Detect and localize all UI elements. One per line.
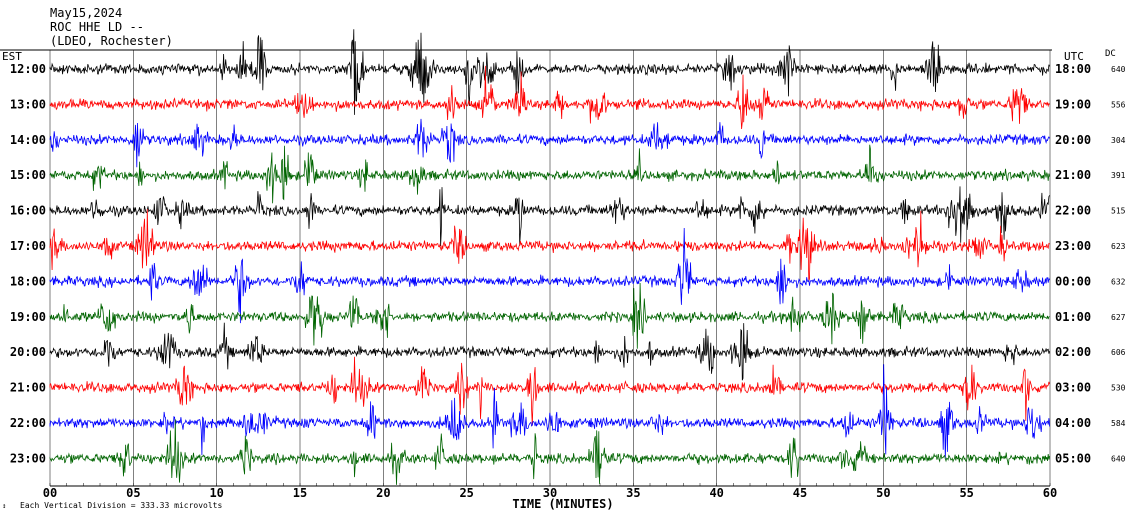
est-hour-label: 19:00 [10,310,46,324]
x-tick-label: 20 [376,486,390,500]
utc-hour-label: 00:00 [1055,274,1091,288]
dc-value-label: 304 [1111,136,1126,145]
utc-hour-label: 22:00 [1055,204,1091,218]
trace-1500 [49,144,1050,204]
est-hour-label: 23:00 [10,451,46,465]
utc-hour-label: 18:00 [1055,62,1091,76]
dc-corner-label: DC [1105,49,1116,59]
trace-1400 [49,118,1050,168]
trace-1700 [49,208,1050,282]
trace-1800 [49,227,1050,324]
x-tick-label: 45 [793,486,807,500]
est-hour-label: 13:00 [10,97,46,111]
trace-2300 [49,419,1050,485]
trace-1600 [49,186,1050,247]
utc-hour-label: 01:00 [1055,310,1091,324]
scale-note: Each Vertical Division = 333.33 microvol… [20,501,222,510]
trace-2200 [49,364,1050,459]
utc-hour-label: 19:00 [1055,97,1091,111]
utc-hour-label: 23:00 [1055,239,1091,253]
est-corner-label: EST [2,50,22,63]
x-tick-label: 10 [209,486,223,500]
dc-value-label: 640 [1111,454,1126,463]
dc-value-label: 623 [1111,242,1126,251]
x-tick-label: 00 [43,486,57,500]
est-hour-label: 20:00 [10,345,46,359]
dc-value-label: 640 [1111,65,1126,74]
est-hour-label: 22:00 [10,416,46,430]
dc-value-label: 606 [1111,348,1126,357]
est-hour-label: 12:00 [10,62,46,76]
utc-hour-label: 20:00 [1055,133,1091,147]
dc-value-label: 556 [1111,100,1126,109]
trace-2100 [49,356,1050,426]
x-tick-label: 25 [459,486,473,500]
x-tick-label: 05 [126,486,140,500]
dc-value-label: 584 [1111,419,1126,428]
trace-1200 [49,29,1050,115]
trace-group [49,29,1050,485]
date-label: May15,2024 [50,6,123,20]
est-hour-label: 17:00 [10,239,46,253]
utc-hour-label: 04:00 [1055,416,1091,430]
utc-hour-label: 02:00 [1055,345,1091,359]
est-hour-label: 14:00 [10,133,46,147]
station-label: ROC HHE LD -- [50,20,144,34]
x-tick-label: 50 [876,486,890,500]
est-hour-label: 15:00 [10,168,46,182]
dc-value-label: 530 [1111,384,1126,393]
trace-1900 [49,282,1050,349]
axis-labels: 00 05 10 15 20 25 30 35 40 45 50 55 60 12:00 18:00 640 1… [10,62,1126,500]
est-hour-label: 21:00 [10,381,46,395]
x-tick-label: 55 [959,486,973,500]
utc-hour-label: 03:00 [1055,381,1091,395]
x-tick-label: 35 [626,486,640,500]
utc-corner-label: UTC [1064,50,1084,63]
x-axis-title: TIME (MINUTES) [512,497,613,511]
scale-icon: ↕ [2,502,6,510]
x-tick-label: 60 [1043,486,1057,500]
dc-value-label: 632 [1111,277,1126,286]
dc-value-label: 391 [1111,171,1126,180]
utc-hour-label: 21:00 [1055,168,1091,182]
trace-1300 [49,65,1050,130]
x-tick-label: 30 [543,486,557,500]
utc-hour-label: 05:00 [1055,451,1091,465]
dc-value-label: 515 [1111,207,1126,216]
x-tick-label: 40 [709,486,723,500]
est-hour-label: 16:00 [10,204,46,218]
x-tick-label: 15 [293,486,307,500]
est-hour-label: 18:00 [10,274,46,288]
dc-value-label: 627 [1111,313,1126,322]
grid-lines [0,49,1052,487]
trace-2000 [49,322,1050,381]
location-label: (LDEO, Rochester) [50,34,173,48]
